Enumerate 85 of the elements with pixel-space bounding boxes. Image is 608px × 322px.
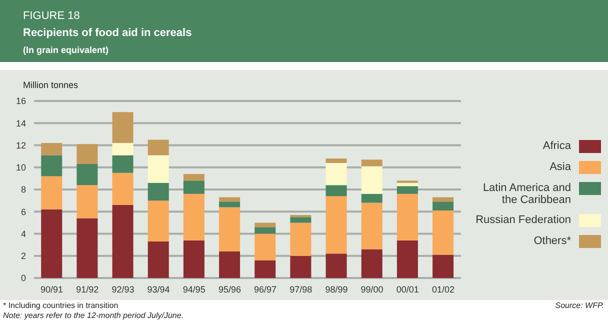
bar <box>432 254 454 278</box>
bar <box>219 197 240 202</box>
bar <box>148 182 169 201</box>
bar <box>112 204 134 278</box>
bar <box>41 155 62 176</box>
bar <box>290 214 312 218</box>
x-tick-label: 94/95 <box>182 284 206 294</box>
x-tick-label: 97/98 <box>290 284 312 294</box>
bar <box>183 194 204 240</box>
bar <box>112 172 134 205</box>
source-note: Source: WFP. <box>555 301 604 310</box>
bar <box>254 222 276 228</box>
x-tick-label: 99/00 <box>360 284 384 294</box>
chart-title: Recipients of food aid in cereals <box>23 27 192 39</box>
x-tick-label: 90/91 <box>40 284 64 294</box>
y-tick-label: 0 <box>20 273 26 284</box>
bar <box>112 155 134 173</box>
bar <box>432 197 454 202</box>
y-tick-label: 14 <box>16 118 26 128</box>
bar <box>396 194 418 240</box>
bar <box>396 186 418 194</box>
bar <box>326 162 347 186</box>
bar <box>361 166 382 194</box>
y-tick-label: 10 <box>16 162 26 173</box>
bar <box>361 249 382 278</box>
bar <box>76 218 98 278</box>
y-tick-label: 2 <box>20 251 26 262</box>
y-tick-label: 6 <box>20 206 26 217</box>
bar <box>396 182 418 186</box>
bar <box>254 227 276 234</box>
bar <box>219 251 240 278</box>
bar <box>41 209 62 278</box>
bar <box>41 143 62 156</box>
y-axis-title: Million tonnes <box>23 80 78 90</box>
bar <box>219 207 240 252</box>
bar <box>290 256 312 278</box>
bar <box>326 158 347 163</box>
bar <box>112 143 134 156</box>
y-tick-label: 16 <box>16 96 26 106</box>
bar <box>183 240 204 278</box>
bar <box>326 185 347 196</box>
bar <box>76 144 98 164</box>
bar <box>183 174 204 181</box>
bar <box>148 241 169 278</box>
bar <box>361 160 382 166</box>
bar <box>432 210 454 255</box>
y-tick-label: 4 <box>20 228 26 239</box>
bar <box>148 140 169 156</box>
bar <box>290 222 312 256</box>
bar <box>219 202 240 208</box>
x-tick-label: 01/02 <box>432 284 454 294</box>
bar <box>361 202 382 250</box>
bar <box>326 254 347 278</box>
y-tick-label: 12 <box>16 140 26 150</box>
y-tick-label: 8 <box>20 184 26 195</box>
text: * Including countries in transition <box>3 301 118 310</box>
chart-subtitle: (In grain equivalent) <box>23 45 109 55</box>
legend-label: Others* <box>532 234 571 246</box>
x-tick-label: 95/96 <box>218 284 241 294</box>
x-tick-label: 00/01 <box>396 284 419 294</box>
bar <box>148 155 169 183</box>
bar <box>76 185 98 218</box>
bar <box>41 176 62 210</box>
bar <box>432 202 454 211</box>
bar <box>76 164 98 186</box>
x-tick-label: 96/97 <box>254 284 277 294</box>
bar <box>254 234 276 260</box>
legend-label: Latin America and the Caribbean <box>482 182 571 206</box>
x-tick-label: 93/94 <box>147 284 170 294</box>
bar <box>326 196 347 254</box>
bar <box>396 240 418 278</box>
legend-label: Asia <box>548 160 571 172</box>
bar <box>148 200 169 242</box>
x-tick-label: 98/99 <box>325 284 348 294</box>
bar <box>290 217 312 223</box>
x-tick-label: 91/92 <box>76 284 99 294</box>
bar <box>254 260 276 278</box>
text: Note: years refer to the 12-month period July/June. <box>3 311 184 320</box>
legend-label: Africa <box>542 140 571 152</box>
bar <box>112 112 134 144</box>
bar <box>361 194 382 203</box>
x-tick-label: 92/93 <box>112 284 134 294</box>
legend-label: Russian Federation <box>475 214 571 226</box>
caption: FIGURE 18 <box>23 10 80 22</box>
bar <box>183 180 204 194</box>
